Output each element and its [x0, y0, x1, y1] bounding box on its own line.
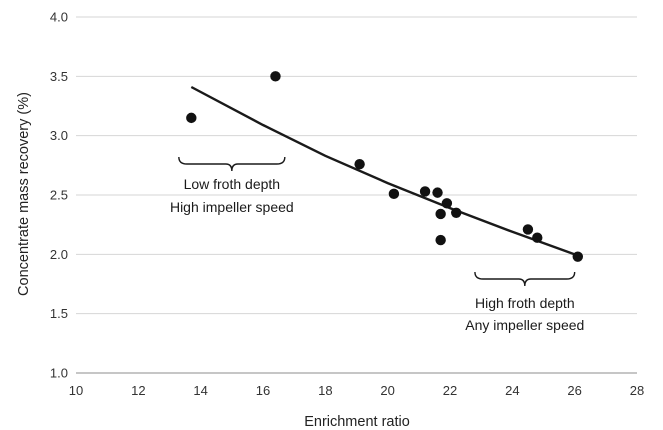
x-tick-label: 18 — [318, 383, 332, 398]
x-tick-label: 28 — [630, 383, 644, 398]
x-tick-label: 16 — [256, 383, 270, 398]
data-points — [186, 71, 583, 262]
data-point — [432, 187, 443, 198]
x-axis-title: Enrichment ratio — [304, 414, 410, 430]
data-point — [441, 198, 453, 209]
gridlines — [76, 16, 637, 315]
annotation-label: High froth depth — [475, 295, 575, 311]
x-tick-label: 26 — [567, 383, 581, 398]
data-point — [572, 251, 583, 262]
x-tick-label: 12 — [131, 383, 145, 398]
y-tick-label: 3.0 — [50, 128, 68, 143]
annotations: Low froth depth High impeller speed High f… — [170, 156, 584, 333]
annotation-label: Any impeller speed — [465, 317, 584, 333]
x-tick-label: 10 — [69, 383, 83, 398]
trendline-path — [190, 85, 579, 257]
x-tick-label: 24 — [505, 383, 519, 398]
annotation-label: High impeller speed — [170, 199, 294, 215]
y-tick-label: 2.0 — [50, 247, 68, 262]
data-point — [186, 112, 197, 124]
x-tick-label: 14 — [193, 383, 207, 398]
data-point — [388, 188, 400, 200]
x-tick-label: 22 — [443, 383, 457, 398]
annotation-brace — [178, 156, 286, 172]
y-tick-label: 1.0 — [50, 366, 68, 381]
data-point — [435, 208, 446, 220]
data-point — [270, 71, 281, 82]
y-axis-title: Concentrate mass recovery (%) — [16, 92, 32, 296]
tick-labels: 1.0 1.5 2.0 2.5 3.0 3.5 4.0 10 12 14 16 18 20 22 24 26 2… — [50, 10, 644, 399]
data-point — [522, 224, 534, 235]
data-point — [451, 207, 462, 218]
y-tick-label: 2.5 — [50, 188, 68, 203]
y-tick-label: 1.5 — [50, 306, 68, 321]
data-point — [419, 186, 431, 197]
data-point — [354, 158, 365, 170]
x-tick-label: 20 — [380, 383, 394, 398]
y-tick-label: 4.0 — [50, 10, 68, 25]
data-point — [435, 234, 446, 246]
annotation-label: Low froth depth — [184, 176, 281, 192]
annotation-brace — [474, 271, 576, 287]
trendline — [190, 85, 579, 257]
y-tick-label: 3.5 — [50, 69, 68, 84]
data-point — [532, 232, 543, 243]
